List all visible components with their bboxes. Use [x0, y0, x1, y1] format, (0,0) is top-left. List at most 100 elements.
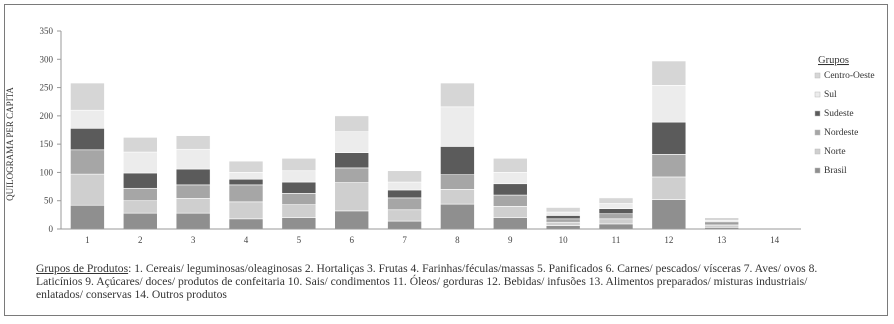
bar-segment-sul — [651, 85, 687, 123]
bar-segment-norte — [492, 206, 528, 218]
bar-segment-norte — [334, 182, 370, 212]
bar-segment-sul — [70, 109, 105, 129]
bar-segment-sul — [598, 203, 634, 209]
legend-label: Nordeste — [824, 128, 858, 138]
bar-segment-sul — [545, 211, 581, 216]
bar-segment-norte — [70, 173, 105, 206]
bar-segment-centro-oeste — [70, 82, 105, 111]
legend-label: Sul — [824, 90, 837, 100]
bar-segment-centro-oeste — [334, 115, 370, 132]
bar-segment-sul — [334, 131, 370, 153]
bar-segment-brasil — [387, 220, 422, 230]
bar-segment-nordeste — [122, 187, 158, 202]
bar-segment-nordeste — [651, 154, 687, 178]
bar-segment-brasil — [492, 217, 528, 230]
legend: Grupos Centro-Oeste Sul Sudeste Nordeste Nor… — [814, 55, 875, 176]
bar-segment-norte — [175, 198, 211, 214]
bar-segment-centro-oeste — [545, 207, 581, 213]
legend-swatch — [814, 110, 821, 117]
legend-label: Brasil — [824, 166, 847, 176]
legend-swatch — [814, 148, 821, 155]
x-tick-label: 1 — [85, 235, 90, 245]
y-tick-label: 100 — [40, 167, 54, 177]
bar-segment-norte — [598, 218, 634, 225]
x-tick-label: 7 — [402, 235, 407, 245]
x-tick-label: 13 — [717, 235, 727, 245]
legend-swatch — [814, 91, 821, 98]
bar-segment-norte — [387, 209, 422, 222]
bar-segment-sudeste — [70, 128, 105, 151]
bar-segment-norte — [545, 221, 581, 226]
bar-segment-nordeste — [387, 197, 422, 211]
bar-segment-nordeste — [175, 184, 211, 199]
bar-segment-nordeste — [228, 184, 264, 203]
caption-text: : 1. Cereais/ leguminosas/oleaginosas 2.… — [36, 262, 818, 301]
legend-label: Norte — [824, 147, 846, 157]
y-tick-label: 300 — [40, 54, 54, 64]
bar-segment-brasil — [281, 217, 317, 230]
bar-segment-brasil — [651, 199, 687, 230]
x-tick-label: 14 — [770, 235, 780, 245]
bar-segment-centro-oeste — [175, 135, 211, 150]
x-tick-label: 3 — [191, 235, 196, 245]
bar-segment-centro-oeste — [387, 170, 422, 183]
x-tick-label: 8 — [455, 235, 460, 245]
x-tick-label: 11 — [612, 235, 621, 245]
caption: Grupos de Produtos: 1. Cereais/ legumino… — [36, 262, 856, 301]
y-axis: 0 50 100 150 200 250 300 350 — [40, 26, 62, 234]
bar-segment-centro-oeste — [492, 157, 528, 173]
bar-segment-norte — [440, 189, 475, 205]
legend-title: Grupos — [818, 55, 849, 66]
bar-segment-centro-oeste — [281, 157, 317, 172]
legend-swatch — [814, 72, 821, 79]
bar-segment-brasil — [545, 225, 581, 230]
bar-segment-centro-oeste — [122, 137, 158, 153]
bar-segment-sudeste — [545, 215, 581, 220]
bar-segment-centro-oeste — [440, 82, 475, 108]
bar-segment-nordeste — [70, 149, 105, 175]
x-tick-label: 2 — [138, 235, 143, 245]
bar-segment-sul — [281, 170, 317, 183]
bar-segment-sudeste — [228, 178, 264, 186]
bar-segment-brasil — [334, 210, 370, 230]
bar-segment-brasil — [122, 212, 158, 230]
bar-segment-sul — [440, 106, 475, 147]
legend-label: Centro-Oeste — [824, 71, 875, 81]
bar-segment-sudeste — [651, 121, 687, 155]
x-tick-label: 12 — [664, 235, 673, 245]
bar-segment-centro-oeste — [651, 60, 687, 86]
bar-segment-sudeste — [492, 183, 528, 196]
bar-segment-norte — [651, 176, 687, 200]
bar-segment-centro-oeste — [704, 217, 740, 221]
y-tick-label: 350 — [40, 26, 54, 36]
bar-segment-sudeste — [387, 189, 422, 199]
bar-segment-brasil — [70, 204, 105, 230]
bar-segment-nordeste — [598, 213, 634, 220]
bar-segment-brasil — [228, 218, 264, 230]
bar-segment-centro-oeste — [598, 197, 634, 204]
bar-segment-sudeste — [334, 152, 370, 169]
bar-segment-brasil — [175, 212, 211, 230]
x-tick-label: 4 — [244, 235, 249, 245]
caption-title: Grupos de Produtos — [36, 262, 129, 275]
legend-label: Sudeste — [824, 109, 854, 119]
bar-segment-brasil — [440, 203, 475, 230]
x-tick-label: 9 — [508, 235, 513, 245]
bar-segment-centro-oeste — [228, 160, 264, 173]
bar-segment-sul — [175, 148, 211, 170]
bar-segment-sul — [492, 172, 528, 185]
y-tick-label: 0 — [49, 224, 54, 234]
bar-segment-sul — [228, 172, 264, 180]
legend-swatch — [814, 167, 821, 174]
y-tick-label: 250 — [40, 83, 54, 93]
x-axis: 1 2 3 4 5 6 7 8 9 10 11 12 13 14 — [61, 228, 801, 245]
bar-segment-norte — [122, 200, 158, 214]
legend-swatch — [814, 129, 821, 136]
bar-segment-norte — [281, 204, 317, 218]
x-tick-label: 6 — [349, 235, 354, 245]
bar-segment-sudeste — [175, 168, 211, 186]
y-tick-label: 150 — [40, 139, 54, 149]
bar-segment-nordeste — [492, 194, 528, 207]
bar-segment-nordeste — [281, 193, 317, 205]
